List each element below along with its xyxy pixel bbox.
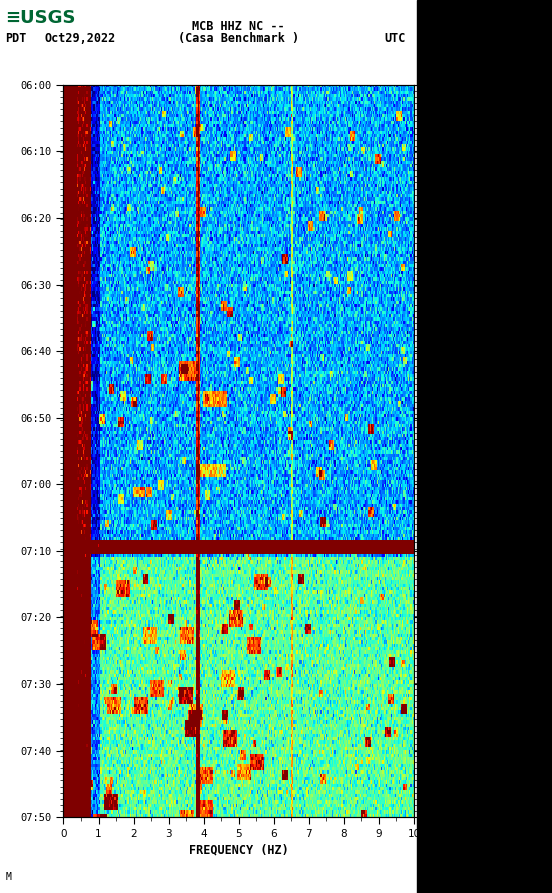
X-axis label: FREQUENCY (HZ): FREQUENCY (HZ) <box>189 843 289 856</box>
Text: MCB HHZ NC --: MCB HHZ NC -- <box>193 20 285 33</box>
Text: PDT: PDT <box>6 32 27 46</box>
Text: (Casa Benchmark ): (Casa Benchmark ) <box>178 32 299 46</box>
Text: UTC: UTC <box>384 32 406 46</box>
Text: ≡USGS: ≡USGS <box>6 9 76 27</box>
Text: Oct29,2022: Oct29,2022 <box>44 32 115 46</box>
Text: M: M <box>6 872 12 882</box>
